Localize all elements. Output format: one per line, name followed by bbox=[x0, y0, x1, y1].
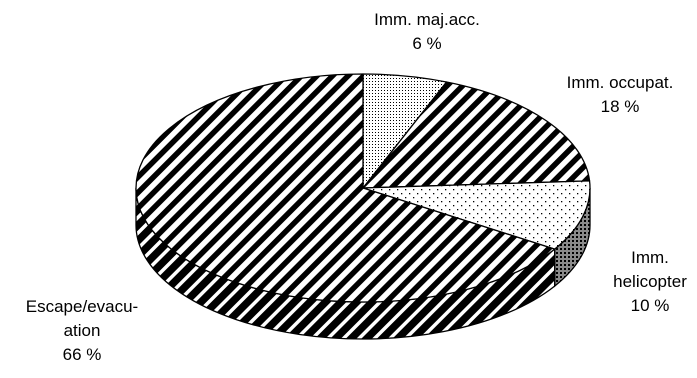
slice-label-0-line-0: Imm. maj.acc. bbox=[374, 10, 480, 29]
pie-slices bbox=[135, 73, 591, 303]
slice-label-2-line-1: helicopter bbox=[613, 272, 687, 291]
slice-label-2-line-0: Imm. bbox=[631, 248, 669, 267]
slice-label-3-line-1: ation bbox=[64, 321, 101, 340]
pie-slice-1 bbox=[362, 81, 591, 189]
slice-value-label-0: 6 % bbox=[412, 34, 441, 53]
slice-label-3-line-0: Escape/evacu- bbox=[26, 297, 138, 316]
slice-value-label-2: 10 % bbox=[631, 296, 670, 315]
slice-value-label-3: 66 % bbox=[63, 345, 102, 364]
pie-slice-3 bbox=[135, 73, 556, 303]
pie-slice-2 bbox=[362, 180, 591, 250]
pie-labels: Imm. maj.acc. 6 % Imm. occupat. 18 % Imm. hel… bbox=[26, 10, 687, 364]
slice-value-label-1: 18 % bbox=[601, 97, 640, 116]
slice-label-1-line-0: Imm. occupat. bbox=[567, 73, 674, 92]
